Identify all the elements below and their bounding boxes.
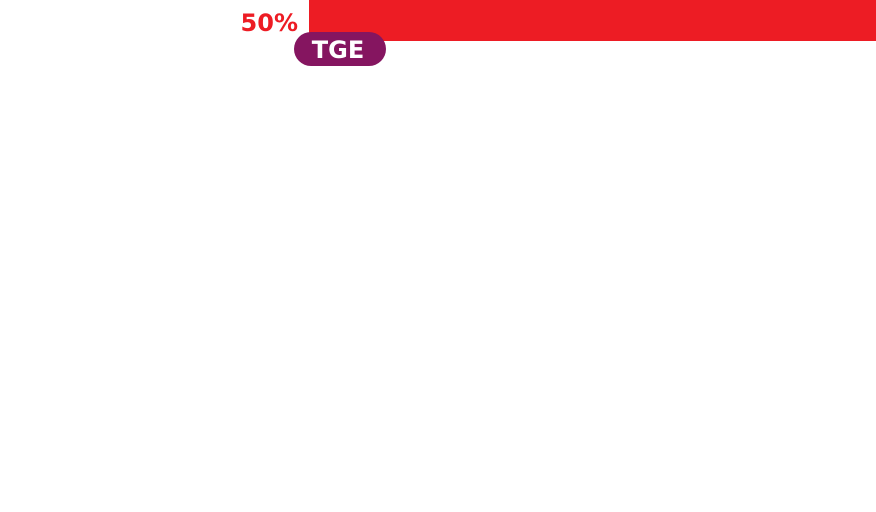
milestone-badge bbox=[294, 32, 386, 66]
bar-value-label: 50% bbox=[241, 9, 298, 37]
milestone-label: TGE bbox=[312, 36, 364, 64]
bars-group: 50% bbox=[241, 0, 876, 41]
bar-tge bbox=[309, 0, 876, 41]
milestones-group: TGE bbox=[294, 32, 386, 66]
